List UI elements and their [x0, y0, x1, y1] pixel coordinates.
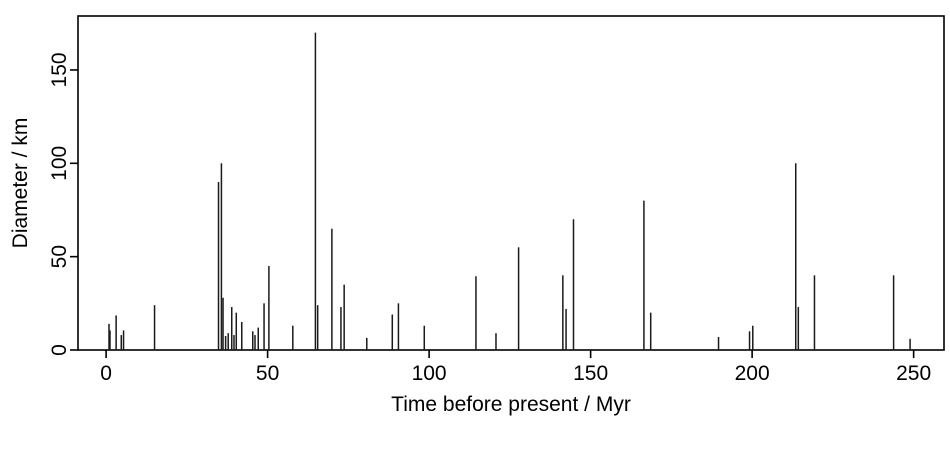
- y-tick-label: 50: [48, 245, 71, 268]
- y-tick-label: 0: [48, 344, 71, 356]
- y-axis-title: Diameter / km: [9, 117, 32, 249]
- data-spikes: [108, 32, 911, 350]
- y-tick-label: 100: [48, 146, 71, 181]
- x-tick-label: 100: [412, 362, 447, 385]
- plot-box: [77, 15, 945, 351]
- x-tick-label: 250: [896, 362, 931, 385]
- x-tick-label: 200: [735, 362, 770, 385]
- x-tick-label: 50: [256, 362, 279, 385]
- x-axis-ticks: 0 50 100 150 200 250: [100, 350, 931, 385]
- x-tick-label: 150: [573, 362, 608, 385]
- y-axis-ticks: 0 50 100 150: [48, 52, 78, 356]
- x-tick-label: 0: [100, 362, 112, 385]
- y-tick-label: 150: [48, 52, 71, 87]
- x-axis-title: Time before present / Myr: [391, 393, 631, 416]
